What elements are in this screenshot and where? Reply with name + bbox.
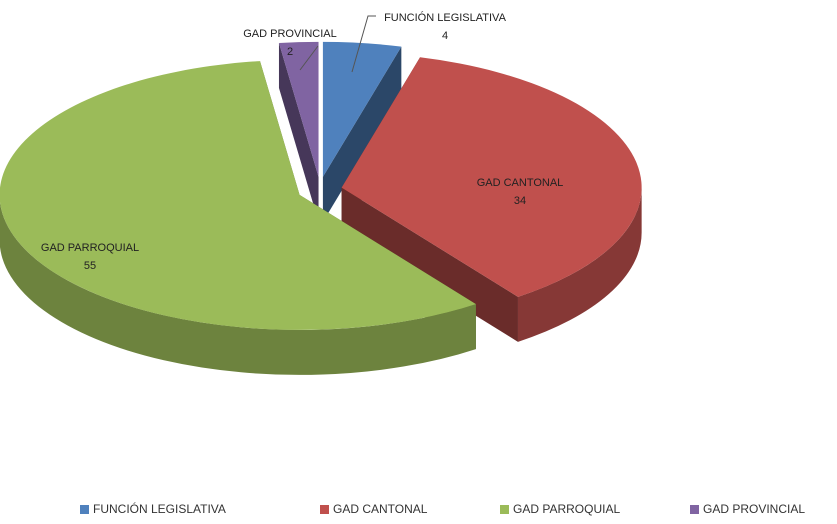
data-label-name: GAD CANTONAL	[477, 177, 564, 189]
slice	[0, 61, 476, 330]
slice-group	[0, 61, 476, 375]
legend-text: GAD PARROQUIAL	[513, 502, 620, 516]
data-label-name: GAD PROVINCIAL	[243, 28, 337, 40]
slice-side	[0, 201, 476, 375]
legend-swatch	[320, 505, 329, 514]
slice-side	[517, 187, 642, 342]
data-label-name: GAD PARROQUIAL	[41, 242, 139, 254]
slice-face	[322, 46, 402, 222]
data-label-value: 4	[442, 30, 448, 42]
slice-group	[322, 41, 402, 222]
data-label-value: 55	[84, 260, 96, 272]
slice-group	[278, 41, 319, 222]
leader-line	[351, 15, 376, 73]
slice	[278, 41, 319, 177]
slice	[341, 57, 642, 297]
leader-line	[299, 45, 319, 71]
legend-text: GAD PROVINCIAL	[703, 502, 805, 516]
legend-text: GAD CANTONAL	[333, 502, 428, 516]
slice-face	[278, 43, 319, 222]
legend-swatch	[690, 505, 699, 514]
data-label-value: 34	[514, 195, 526, 207]
slice	[322, 41, 402, 177]
legend-swatch	[80, 505, 89, 514]
data-label-name: FUNCIÓN LEGISLATIVA	[384, 11, 507, 24]
legend-swatch	[500, 505, 509, 514]
data-label-value: 2	[287, 46, 293, 58]
legend-text: FUNCIÓN LEGISLATIVA	[93, 501, 226, 516]
